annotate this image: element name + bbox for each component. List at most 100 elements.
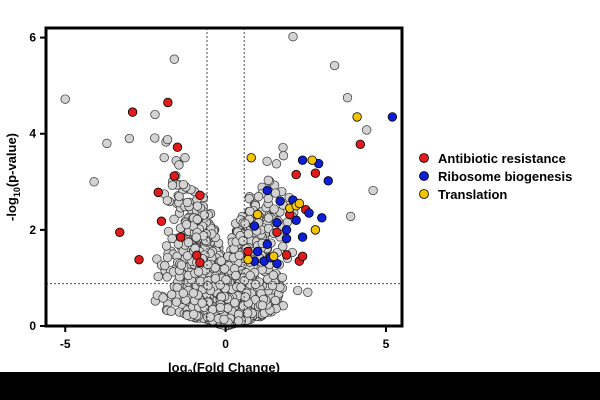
background-point bbox=[234, 250, 244, 261]
point-antibiotic-resistance bbox=[127, 107, 138, 117]
background-point bbox=[278, 241, 288, 252]
background-point bbox=[162, 134, 173, 145]
background-point bbox=[180, 153, 190, 163]
background-point bbox=[362, 125, 372, 135]
highlighted-points-layer bbox=[115, 97, 398, 269]
point-ribosome-biogenesis bbox=[304, 208, 314, 218]
point-ribosome-biogenesis bbox=[317, 213, 327, 223]
point-antibiotic-resistance bbox=[195, 257, 205, 268]
point-ribosome-biogenesis bbox=[262, 239, 272, 249]
background-point bbox=[210, 273, 221, 284]
background-point bbox=[158, 293, 168, 303]
background-point bbox=[329, 60, 340, 71]
background-point bbox=[267, 280, 278, 291]
background-point bbox=[167, 180, 178, 190]
background-point bbox=[288, 32, 298, 42]
point-translation bbox=[252, 209, 263, 220]
point-ribosome-biogenesis bbox=[281, 225, 292, 235]
point-ribosome-biogenesis bbox=[323, 176, 333, 186]
x-tick-label: 5 bbox=[383, 337, 390, 351]
background-point bbox=[230, 298, 240, 308]
point-antibiotic-resistance bbox=[297, 251, 308, 262]
background-point bbox=[342, 93, 353, 103]
background-point bbox=[89, 177, 99, 187]
background-point bbox=[167, 233, 177, 244]
point-antibiotic-resistance bbox=[355, 139, 366, 150]
point-antibiotic-resistance bbox=[281, 250, 292, 260]
y-tick-label: 4 bbox=[29, 127, 36, 141]
background-point bbox=[182, 197, 193, 208]
point-antibiotic-resistance bbox=[176, 232, 186, 242]
background-point bbox=[245, 206, 255, 217]
background-point bbox=[263, 213, 274, 223]
legend-label-translation: Translation bbox=[438, 187, 507, 202]
background-point bbox=[268, 270, 279, 280]
background-point bbox=[277, 272, 287, 283]
point-ribosome-biogenesis bbox=[297, 232, 308, 242]
background-point bbox=[167, 289, 177, 300]
y-axis-title: -log10(p-value) bbox=[4, 133, 22, 221]
background-point bbox=[191, 232, 201, 242]
background-point bbox=[278, 151, 289, 161]
legend-marker-antibiotic-resistance bbox=[419, 153, 429, 163]
background-point bbox=[166, 306, 176, 316]
background-point bbox=[263, 193, 273, 204]
legend-item-antibiotic-resistance: Antibiotic resistance bbox=[419, 151, 566, 166]
background-point bbox=[233, 316, 244, 326]
point-ribosome-biogenesis bbox=[249, 221, 260, 231]
background-point bbox=[293, 285, 303, 296]
background-point bbox=[262, 156, 272, 166]
background-point bbox=[215, 302, 226, 313]
background-point bbox=[162, 272, 172, 282]
legend-label-ribosome-biogenesis: Ribosome biogenesis bbox=[438, 169, 572, 184]
background-point bbox=[231, 270, 241, 281]
background-point bbox=[150, 133, 160, 143]
y-tick-label: 2 bbox=[29, 223, 36, 237]
y-tick-label: 0 bbox=[29, 319, 36, 333]
point-translation bbox=[310, 225, 321, 235]
legend-label-antibiotic-resistance: Antibiotic resistance bbox=[438, 151, 566, 166]
background-point bbox=[161, 241, 172, 251]
point-antibiotic-resistance bbox=[153, 187, 163, 198]
point-antibiotic-resistance bbox=[291, 169, 301, 180]
background-point bbox=[269, 204, 279, 214]
background-point bbox=[192, 214, 202, 225]
background-point bbox=[238, 236, 248, 246]
point-antibiotic-resistance bbox=[310, 168, 321, 178]
background-point bbox=[193, 267, 204, 277]
background-point bbox=[245, 270, 255, 281]
x-tick-label: 0 bbox=[222, 337, 229, 351]
background-point bbox=[278, 142, 288, 153]
point-antibiotic-resistance bbox=[163, 97, 173, 108]
point-ribosome-biogenesis bbox=[291, 215, 301, 225]
background-point bbox=[178, 288, 188, 298]
background-point bbox=[60, 94, 70, 104]
background-point bbox=[236, 282, 246, 292]
background-point bbox=[197, 298, 207, 308]
background-point bbox=[243, 229, 254, 239]
point-ribosome-biogenesis bbox=[272, 217, 282, 228]
background-point bbox=[150, 109, 160, 120]
background-point bbox=[189, 309, 199, 319]
background-point bbox=[219, 264, 230, 274]
point-antibiotic-resistance bbox=[243, 246, 253, 257]
background-point bbox=[160, 260, 170, 271]
background-point bbox=[174, 191, 184, 202]
background-point bbox=[162, 195, 172, 206]
background-point bbox=[174, 160, 184, 170]
point-antibiotic-resistance bbox=[272, 227, 282, 237]
background-point bbox=[346, 211, 356, 222]
background-point bbox=[253, 192, 264, 202]
background-point bbox=[124, 133, 135, 144]
point-antibiotic-resistance bbox=[156, 216, 167, 226]
background-point bbox=[240, 292, 250, 302]
axis-ticks: -5 0 5 0 2 4 6 bbox=[29, 31, 389, 351]
x-axis-title: log2(Fold Change) bbox=[168, 360, 280, 378]
background-point bbox=[162, 252, 173, 263]
point-translation bbox=[307, 155, 317, 165]
background-point bbox=[303, 287, 313, 297]
point-antibiotic-resistance bbox=[169, 171, 179, 181]
y-tick-label: 6 bbox=[29, 31, 36, 45]
